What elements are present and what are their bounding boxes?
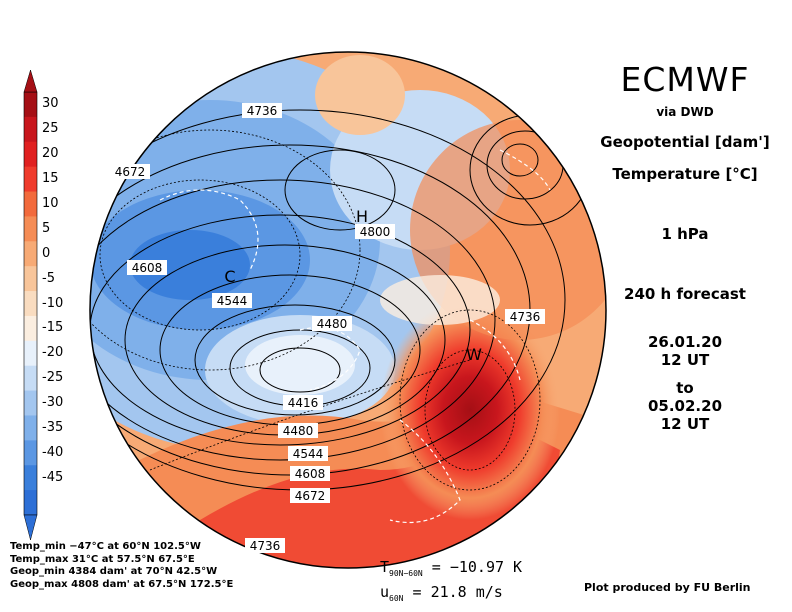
colorbar-tick-label: -25	[42, 370, 64, 386]
colorbar-swatch	[24, 315, 37, 342]
colorbar-tick-label: 20	[42, 146, 59, 162]
colorbar-tick-label: -10	[42, 295, 64, 311]
colorbar-swatch	[24, 365, 37, 392]
colorbar-swatch	[24, 166, 37, 193]
colorbar-tick-label: 5	[42, 220, 51, 236]
end-time: 12 UT	[660, 415, 710, 433]
credit: Plot produced by FU Berlin	[584, 581, 751, 594]
colorbar-swatch	[24, 340, 37, 367]
colorbar-tick-label: 15	[42, 171, 59, 187]
colorbar-tick-label: -15	[42, 320, 64, 336]
colorbar-tick-label: 10	[42, 195, 59, 211]
colorbar-tick-label: -30	[42, 395, 64, 411]
contour-label: 4544	[217, 294, 248, 308]
start-date: 26.01.20	[647, 333, 723, 351]
contour-label: 4672	[115, 165, 146, 179]
contour-label: 4736	[510, 310, 541, 324]
contour-label: 4608	[295, 467, 326, 481]
temp-min: Temp_min −47°C at 60°N 102.5°W	[10, 541, 201, 552]
colorbar-swatch	[24, 266, 37, 292]
colorbar-swatch	[24, 116, 37, 143]
colorbar-swatch	[24, 390, 37, 416]
high-marker: H	[356, 207, 368, 226]
variable-temperature: Temperature [°C]	[612, 165, 758, 183]
contour-label: 4672	[295, 489, 326, 503]
contour-label: 4480	[283, 424, 314, 438]
info-panel: ECMWF via DWD Geopotential [dam'] Temper…	[580, 60, 790, 433]
pressure-level: 1 hPa	[661, 225, 709, 243]
temperature-colorbar	[23, 69, 38, 541]
contour-label: 4480	[317, 317, 348, 331]
polar-temperature-index: T90N−60N = −10.97 K	[380, 558, 523, 578]
contour-label: 4800	[360, 225, 391, 239]
cold-marker: C	[224, 267, 235, 286]
contour-label: 4736	[250, 539, 281, 553]
colorbar-tick-label: -45	[42, 469, 64, 485]
temp-max: Temp_max 31°C at 57.5°N 67.5°E	[10, 553, 195, 565]
end-date: 05.02.20	[647, 397, 723, 415]
page-title: ECMWF	[620, 60, 750, 99]
colorbar-swatch	[24, 141, 37, 168]
colorbar-tick-label: 0	[42, 245, 51, 261]
colorbar-tick-label: -20	[42, 345, 64, 361]
colorbar-swatch	[24, 291, 37, 317]
colorbar-tick-label: -5	[42, 270, 55, 286]
colorbar-swatch	[24, 465, 37, 491]
contour-label: 4608	[132, 261, 163, 275]
colorbar-swatch	[24, 191, 37, 217]
colorbar-tick-label: 25	[42, 121, 59, 137]
colorbar-tick-label: 30	[42, 96, 59, 112]
warm-marker: W	[466, 345, 482, 364]
variable-geopotential: Geopotential [dam']	[600, 133, 770, 151]
colorbar-swatch	[24, 490, 37, 516]
extremes-stats: Temp_min −47°C at 60°N 102.5°W Temp_max …	[10, 541, 233, 591]
colorbar-swatch	[24, 415, 37, 441]
colorbar-tick-label: -40	[42, 444, 64, 460]
contour-label: 4736	[247, 104, 278, 118]
geop-min: Geop_min 4384 dam' at 70°N 42.5°W	[10, 566, 218, 578]
start-time: 12 UT	[660, 351, 710, 369]
colorbar-swatch	[24, 241, 37, 267]
zonal-wind-index: u60N = 21.8 m/s	[380, 583, 503, 603]
forecast-hours: 240 h forecast	[624, 285, 746, 303]
colorbar-tick-label: -35	[42, 419, 64, 435]
geop-max: Geop_max 4808 dam' at 67.5°N 172.5°E	[10, 578, 234, 590]
colorbar-swatch	[24, 440, 37, 466]
contour-label: 4544	[293, 447, 324, 461]
subtitle: via DWD	[656, 105, 714, 119]
colorbar-swatch	[24, 92, 37, 118]
colorbar-swatch	[24, 216, 37, 242]
indices: T90N−60N = −10.97 K u60N = 21.8 m/s	[380, 558, 522, 608]
contour-label: 4416	[288, 396, 319, 410]
to-label: to	[676, 379, 694, 397]
